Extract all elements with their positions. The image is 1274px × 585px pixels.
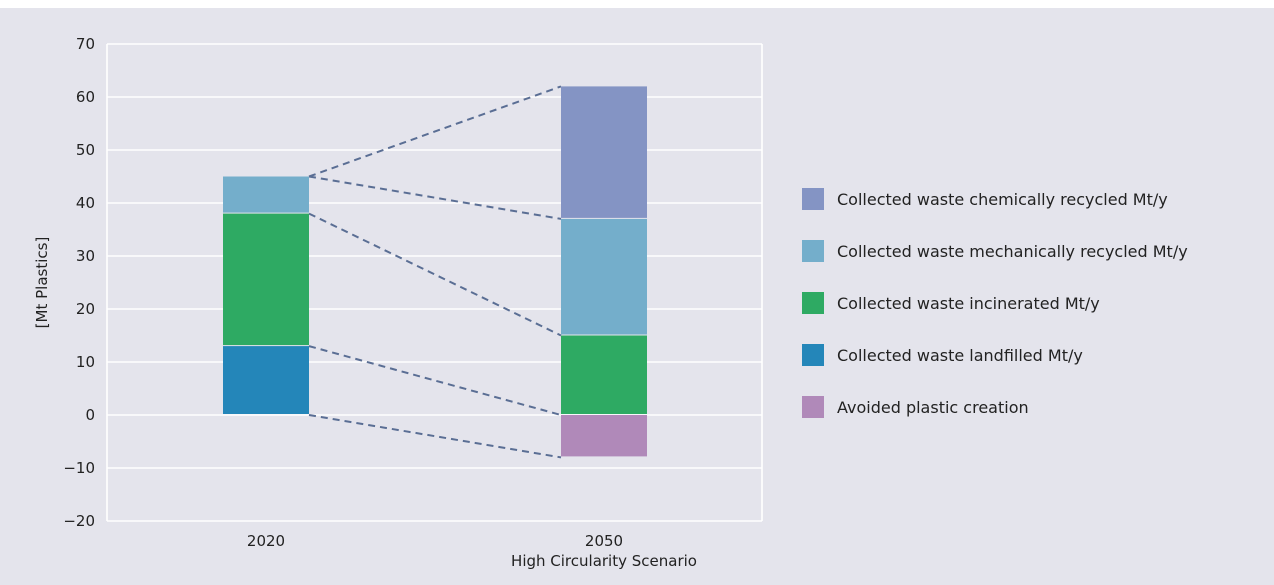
- axes: −20 −10 0 10 20 30 40 50 60 70 [Mt Plastics] 2020 20…: [33, 35, 697, 570]
- connector-line: [308, 212, 562, 337]
- x-tick-label: 2050: [585, 532, 623, 550]
- legend-item: Collected waste chemically recycled Mt/y: [802, 188, 1262, 210]
- legend-swatch: [802, 240, 824, 262]
- bar-segment-5-2050: [561, 415, 647, 457]
- bar-segment-3-2050: [561, 218, 647, 335]
- bar-segment-2-2020: [223, 213, 309, 346]
- connector-lines: [308, 85, 562, 459]
- legend-swatch: [802, 292, 824, 314]
- connector-line: [308, 345, 562, 416]
- y-tick-label: 70: [76, 35, 95, 53]
- legend-label: Collected waste chemically recycled Mt/y: [837, 189, 1168, 209]
- y-tick-label: 10: [76, 353, 95, 371]
- legend-label: Avoided plastic creation: [837, 397, 1029, 417]
- legend-label: Collected waste incinerated Mt/y: [837, 293, 1100, 313]
- legend-item: Collected waste mechanically recycled Mt…: [802, 240, 1262, 262]
- legend-item: Collected waste landfilled Mt/y: [802, 344, 1262, 366]
- legend-label: Collected waste mechanically recycled Mt…: [837, 241, 1188, 261]
- bar-segment-3-2020: [223, 176, 309, 213]
- connector-line: [308, 85, 562, 178]
- x-tick-sublabel: High Circularity Scenario: [511, 552, 697, 570]
- connector-line: [308, 175, 562, 220]
- y-axis-title: [Mt Plastics]: [33, 237, 51, 329]
- legend-label: Collected waste landfilled Mt/y: [837, 345, 1083, 365]
- y-tick-label: 40: [76, 194, 95, 212]
- legend-swatch: [802, 396, 824, 418]
- y-tick-label: −10: [63, 459, 95, 477]
- chart-panel: −20 −10 0 10 20 30 40 50 60 70 [Mt Plastics] 2020 20…: [0, 8, 1274, 585]
- bar-segment-2-2050: [561, 335, 647, 414]
- y-tick-label: −20: [63, 512, 95, 530]
- y-tick-label: 60: [76, 88, 95, 106]
- x-tick-label: 2020: [247, 532, 285, 550]
- y-tick-label: 30: [76, 247, 95, 265]
- y-tick-label: 50: [76, 141, 95, 159]
- legend-item: Collected waste incinerated Mt/y: [802, 292, 1262, 314]
- connector-line: [308, 414, 562, 459]
- bar-segment-4-2050: [561, 86, 647, 218]
- legend-swatch: [802, 344, 824, 366]
- legend-swatch: [802, 188, 824, 210]
- legend: Collected waste chemically recycled Mt/y…: [802, 188, 1262, 448]
- y-tick-label: 20: [76, 300, 95, 318]
- legend-item: Avoided plastic creation: [802, 396, 1262, 418]
- stacked-bar-chart: −20 −10 0 10 20 30 40 50 60 70 [Mt Plastics] 2020 20…: [33, 35, 763, 570]
- gridlines: [106, 43, 763, 522]
- bars: [223, 86, 647, 457]
- y-tick-label: 0: [85, 406, 95, 424]
- bar-segment-1-2020: [223, 346, 309, 414]
